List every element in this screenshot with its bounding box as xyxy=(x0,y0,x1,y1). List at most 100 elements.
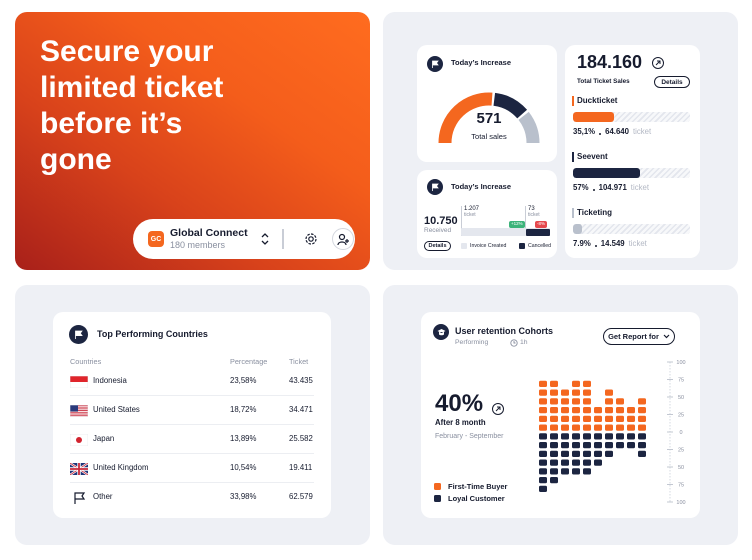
cohort-dot xyxy=(561,398,569,405)
change-tag: -8% xyxy=(535,221,548,228)
headline-label: After 8 month xyxy=(435,418,486,427)
icon-path xyxy=(261,233,269,245)
cohort-column xyxy=(627,433,635,449)
column-header: Ticket xyxy=(289,357,309,366)
country-percentage: 23,58% xyxy=(230,376,257,385)
received-value: 10.750 xyxy=(424,215,458,227)
bar-unit: ticket xyxy=(464,212,476,218)
cohort-dot xyxy=(594,433,602,440)
cohort-column xyxy=(616,398,624,431)
add-member-button[interactable] xyxy=(332,228,354,250)
cohort-column xyxy=(616,433,624,449)
cohort-dot xyxy=(616,433,624,440)
progress-fill xyxy=(573,168,640,178)
cohort-dot xyxy=(583,468,591,475)
cohort-dot xyxy=(572,389,580,396)
group-switch[interactable] xyxy=(260,232,270,246)
report-button-label: Get Report for xyxy=(608,332,659,341)
change-tag: +12% xyxy=(509,221,525,228)
cohort-dot xyxy=(561,407,569,414)
details-button[interactable]: Details xyxy=(654,76,690,88)
cohort-column xyxy=(605,433,613,457)
card-title: Today’s Increase xyxy=(451,58,512,67)
cohort-dot xyxy=(627,407,635,414)
cohort-dot xyxy=(594,450,602,457)
icon-svg xyxy=(305,233,317,245)
cohort-dot xyxy=(539,407,547,414)
legend-label: Loyal Customer xyxy=(448,494,505,503)
cohort-dot xyxy=(550,424,558,431)
cohort-dot xyxy=(550,380,558,387)
legend-swatch xyxy=(519,243,525,249)
cohort-column xyxy=(572,433,580,475)
cohort-dot xyxy=(594,424,602,431)
cohort-dot xyxy=(583,415,591,422)
cohort-dot xyxy=(638,450,646,457)
cohort-dot xyxy=(605,442,613,449)
interval: 1h xyxy=(520,339,528,346)
details-button[interactable]: Details xyxy=(424,241,451,251)
cohort-dot xyxy=(638,424,646,431)
gauge-label: Total sales xyxy=(471,132,507,141)
cohort-dot xyxy=(550,468,558,475)
cohort-dot xyxy=(539,433,547,440)
item-accent xyxy=(572,96,574,106)
icon-rect xyxy=(70,408,88,410)
icon-svg xyxy=(74,492,86,504)
cohort-dot xyxy=(638,407,646,414)
item-stats: 35,1% 64.640 ticket xyxy=(573,128,651,136)
cohort-dot xyxy=(594,459,602,466)
clock-icon xyxy=(510,339,518,347)
cohort-column xyxy=(539,380,547,431)
cohort-column xyxy=(561,389,569,431)
cohort-dot xyxy=(561,459,569,466)
cohort-icon xyxy=(433,324,449,340)
country-percentage: 10,54% xyxy=(230,463,257,472)
country-percentage: 33,98% xyxy=(230,492,257,501)
group-pill: GC Global Connect 180 members xyxy=(133,219,355,259)
report-button[interactable]: Get Report for xyxy=(603,328,675,345)
card-title: Today’s Increase xyxy=(451,182,512,191)
item-percent: 57% xyxy=(573,183,589,192)
y-tick-label: 50 xyxy=(678,395,684,401)
bar-unit: ticket xyxy=(528,212,540,218)
gauge-value: 571 xyxy=(476,110,501,127)
received-card: Today’s Increase 10.750 Received Details… xyxy=(417,170,557,258)
card-subtitle: Performing xyxy=(455,339,489,346)
headline-value: 40% xyxy=(435,390,484,417)
received-label: Received xyxy=(424,227,452,234)
country-name: Other xyxy=(93,492,113,501)
period: February - September xyxy=(435,433,504,440)
progress-fill xyxy=(573,112,615,122)
open-button[interactable] xyxy=(492,403,504,415)
open-button[interactable] xyxy=(652,57,664,69)
progress-track xyxy=(573,168,690,178)
cohort-column xyxy=(638,398,646,431)
item-name: Seevent xyxy=(577,152,608,161)
cohort-column xyxy=(594,433,602,466)
icon-svg xyxy=(432,183,439,191)
icon-path xyxy=(70,463,88,475)
cohort-dot xyxy=(572,424,580,431)
icon-path xyxy=(432,60,439,68)
country-flag xyxy=(69,375,89,389)
icon-svg xyxy=(75,330,83,339)
icon-rect xyxy=(70,405,88,406)
icon-path xyxy=(437,329,445,336)
icon-path xyxy=(336,238,349,245)
y-tick-label: 75 xyxy=(678,378,684,384)
cohort-dot xyxy=(572,450,580,457)
cancelled-bar xyxy=(526,229,550,236)
cohort-dot xyxy=(638,442,646,449)
cohort-dot xyxy=(638,415,646,422)
settings-button[interactable] xyxy=(300,228,322,250)
cohort-column xyxy=(561,433,569,475)
icon-path xyxy=(74,492,86,504)
progress-track xyxy=(573,224,690,234)
item-stats: 57% 104.971 ticket xyxy=(573,184,649,192)
cohort-dot xyxy=(539,468,547,475)
column-header: Percentage xyxy=(230,357,268,366)
headline-line: gone xyxy=(40,143,112,176)
legend-label: Cancelled xyxy=(528,243,552,249)
